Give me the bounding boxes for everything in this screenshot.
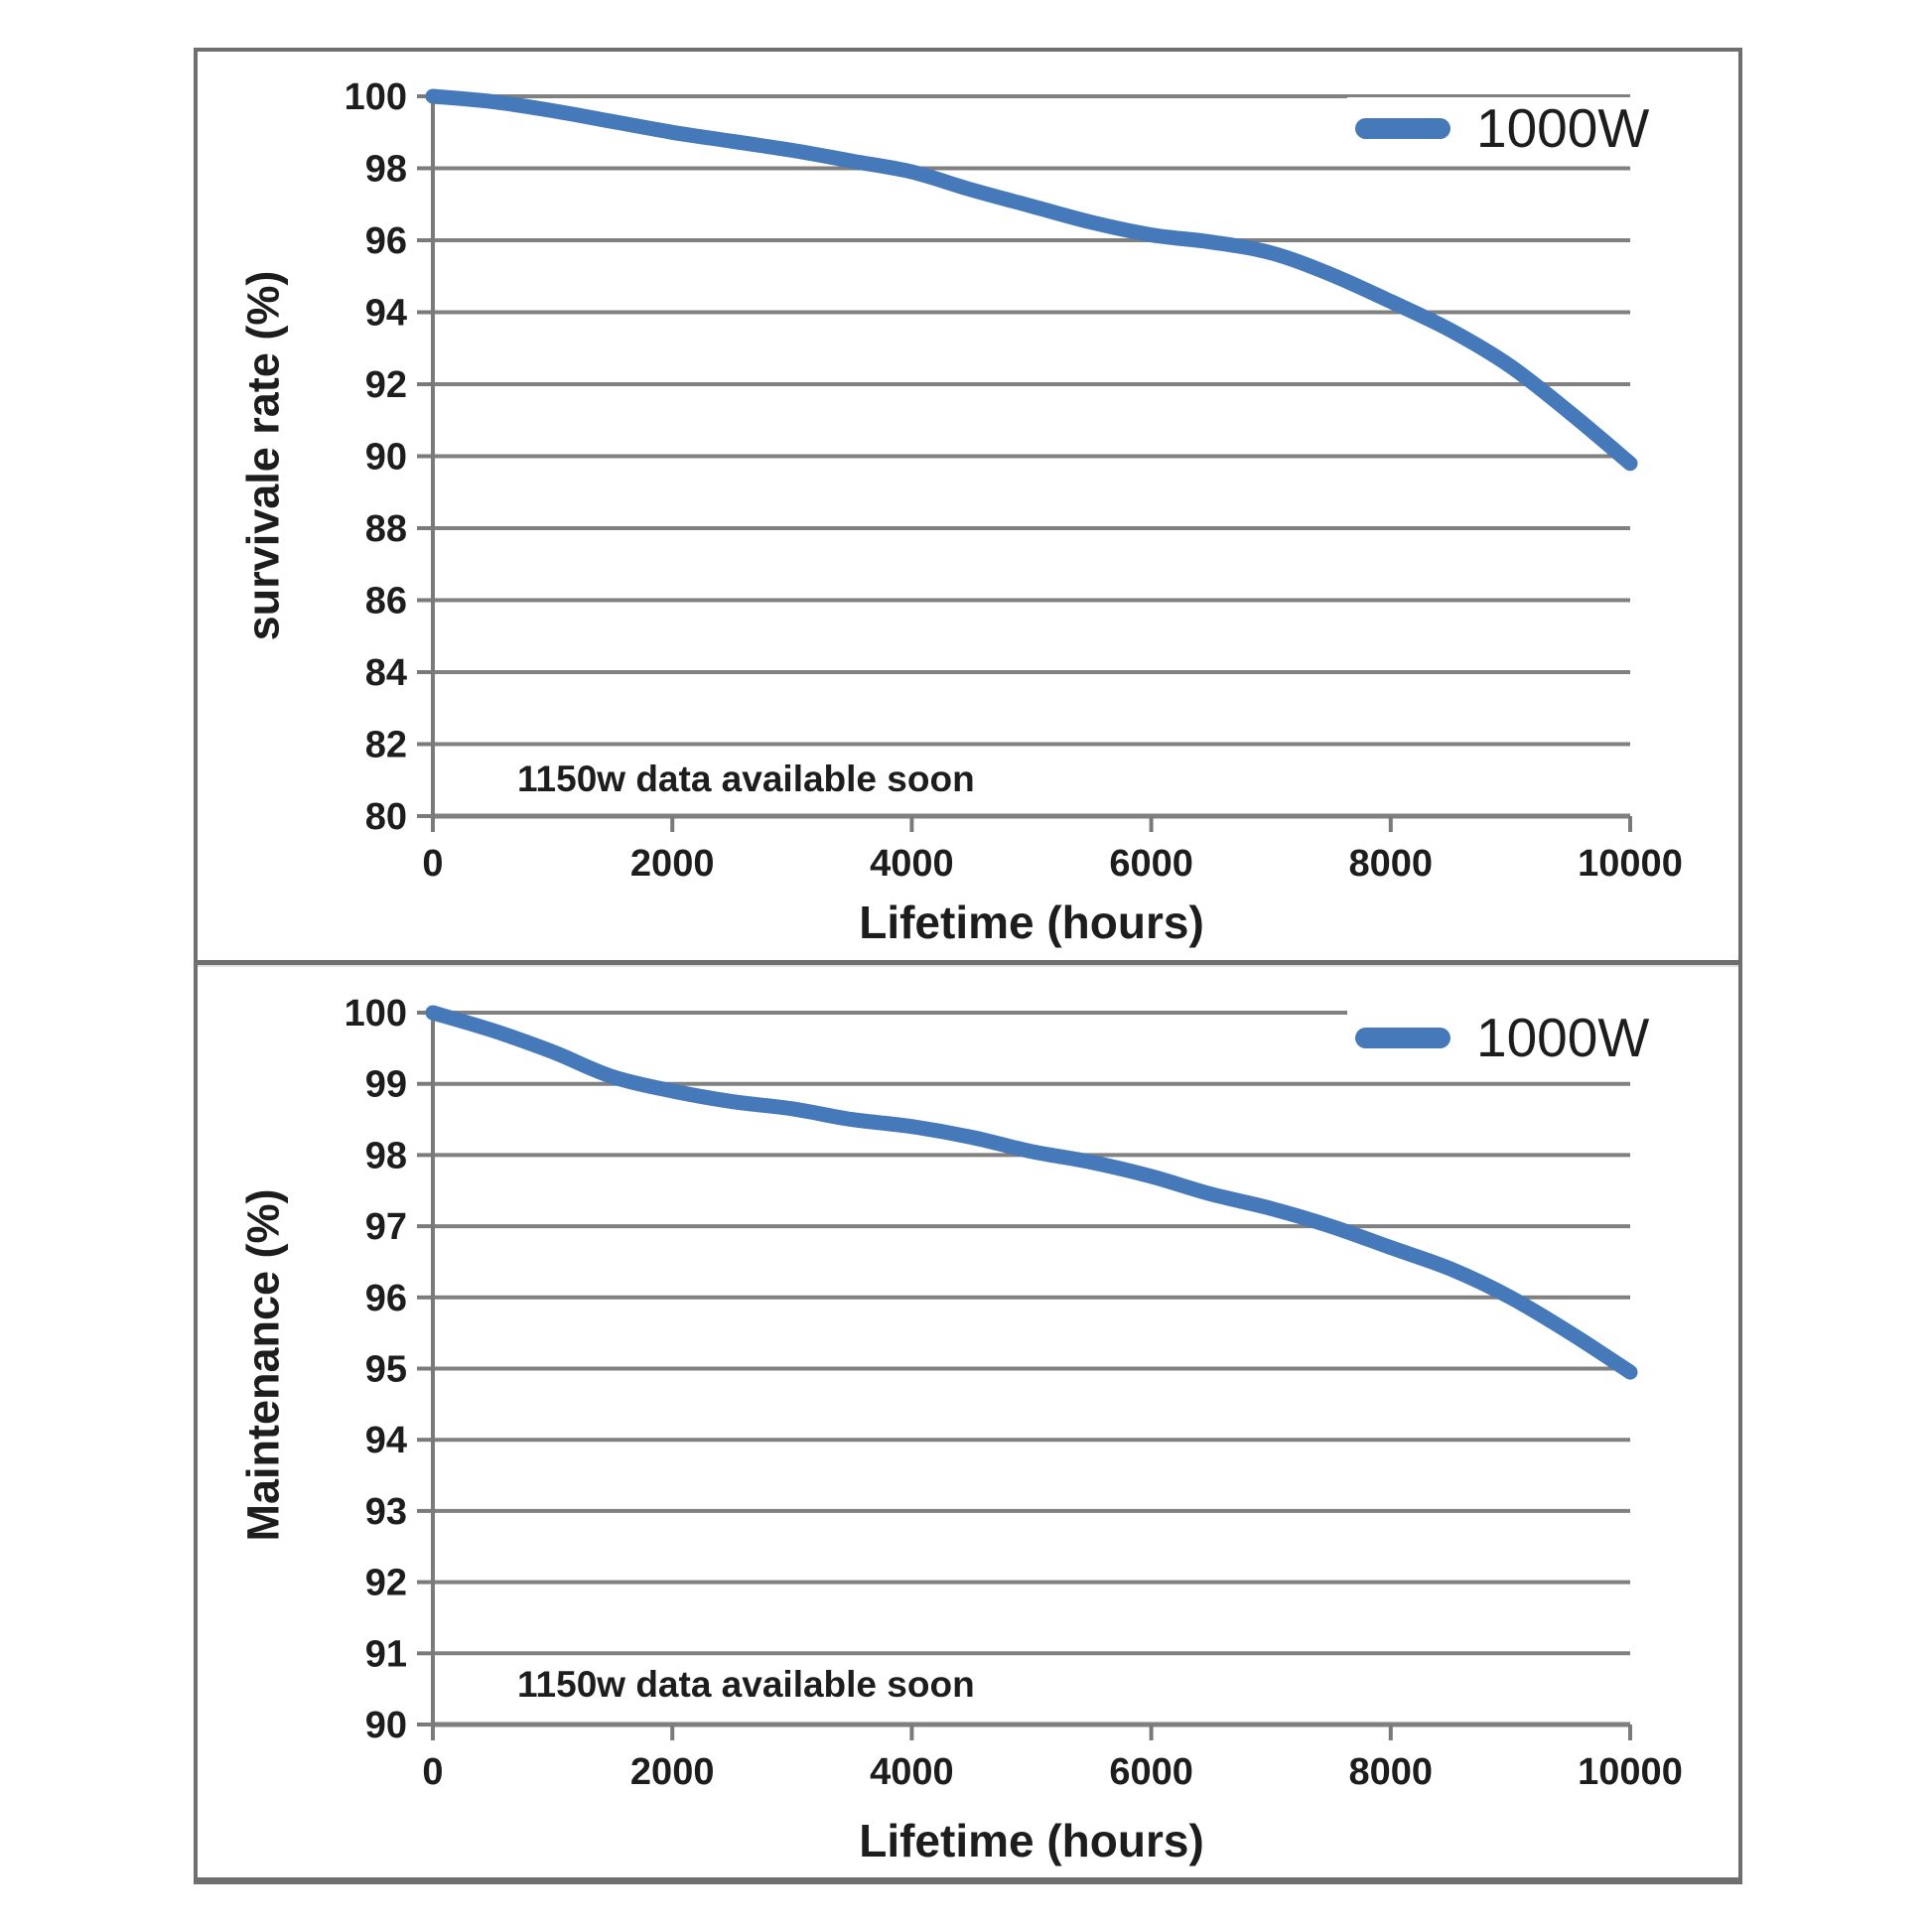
y-tick-label-88: 88 [365, 508, 407, 550]
x-tick-label-0: 0 [422, 843, 443, 885]
legend-label: 1000W [1476, 1007, 1650, 1068]
x-tick-label-6000: 6000 [1109, 1751, 1193, 1793]
chart-box: 80 82 84 86 88 90 92 94 96 98 100 0 2000 4000 6000 8000… [194, 48, 1742, 1884]
annotation-text: 1150w data available soon [517, 1664, 975, 1705]
y-tick-label-96: 96 [365, 1278, 407, 1319]
legend: 1000W [1347, 97, 1658, 160]
y-tick-label-93: 93 [365, 1491, 407, 1533]
y-axis-title: Maintenance (%) [237, 1188, 289, 1542]
y-tick-label-86: 86 [365, 581, 407, 622]
panel-divider [198, 960, 1738, 965]
y-tick-label-82: 82 [365, 725, 407, 766]
x-tick-label-4000: 4000 [870, 843, 954, 885]
y-tick-label-100: 100 [345, 76, 407, 118]
y-tick-label-100: 100 [345, 993, 407, 1035]
y-tick-label-94: 94 [365, 293, 407, 335]
annotation-text: 1150w data available soon [517, 759, 975, 799]
y-tick-label-94: 94 [365, 1420, 407, 1461]
y-tick-label-95: 95 [365, 1349, 407, 1391]
legend-line-swatch [1355, 1028, 1450, 1048]
x-axis-title: Lifetime (hours) [859, 1815, 1204, 1866]
y-tick-label-98: 98 [365, 1135, 407, 1176]
y-tick-label-96: 96 [365, 220, 407, 262]
x-tick-label-6000: 6000 [1109, 843, 1193, 885]
y-tick-label-99: 99 [365, 1064, 407, 1106]
y-axis-title: survivale rate (%) [237, 270, 289, 641]
y-tick-label-90: 90 [365, 1705, 407, 1746]
y-tick-label-80: 80 [365, 796, 407, 838]
legend-label: 1000W [1476, 97, 1650, 159]
chart-panel-maintenance: 90 91 92 93 94 95 96 97 98 99 100 0 2000 4000 6000 8000… [198, 965, 1738, 1878]
x-tick-label-8000: 8000 [1349, 843, 1434, 885]
y-tick-label-97: 97 [365, 1206, 407, 1248]
x-tick-label-2000: 2000 [630, 1751, 715, 1793]
series-line-1000W [425, 1005, 1638, 1380]
legend: 1000W [1347, 1007, 1658, 1069]
survival-plot-svg: 80 82 84 86 88 90 92 94 96 98 100 0 2000 4000 6000 8000… [345, 76, 1683, 885]
x-tick-label-4000: 4000 [870, 1751, 954, 1793]
x-tick-label-10000: 10000 [1578, 843, 1683, 885]
x-tick-label-8000: 8000 [1349, 1751, 1434, 1793]
x-tick-label-10000: 10000 [1578, 1751, 1683, 1793]
y-tick-label-91: 91 [365, 1633, 407, 1675]
y-tick-label-98: 98 [365, 149, 407, 191]
series-line-1000W [425, 88, 1638, 472]
x-axis-title: Lifetime (hours) [859, 897, 1204, 948]
y-tick-label-90: 90 [365, 437, 407, 479]
y-tick-label-84: 84 [365, 652, 407, 694]
y-tick-label-92: 92 [365, 1563, 407, 1604]
x-tick-label-2000: 2000 [630, 843, 715, 885]
maintenance-plot-svg: 90 91 92 93 94 95 96 97 98 99 100 0 2000 4000 6000 8000… [345, 993, 1683, 1793]
chart-panel-survival-rate: 80 82 84 86 88 90 92 94 96 98 100 0 2000 4000 6000 8000… [198, 52, 1738, 960]
y-tick-label-92: 92 [365, 364, 407, 406]
legend-line-swatch [1355, 118, 1450, 139]
x-tick-label-0: 0 [422, 1751, 443, 1793]
